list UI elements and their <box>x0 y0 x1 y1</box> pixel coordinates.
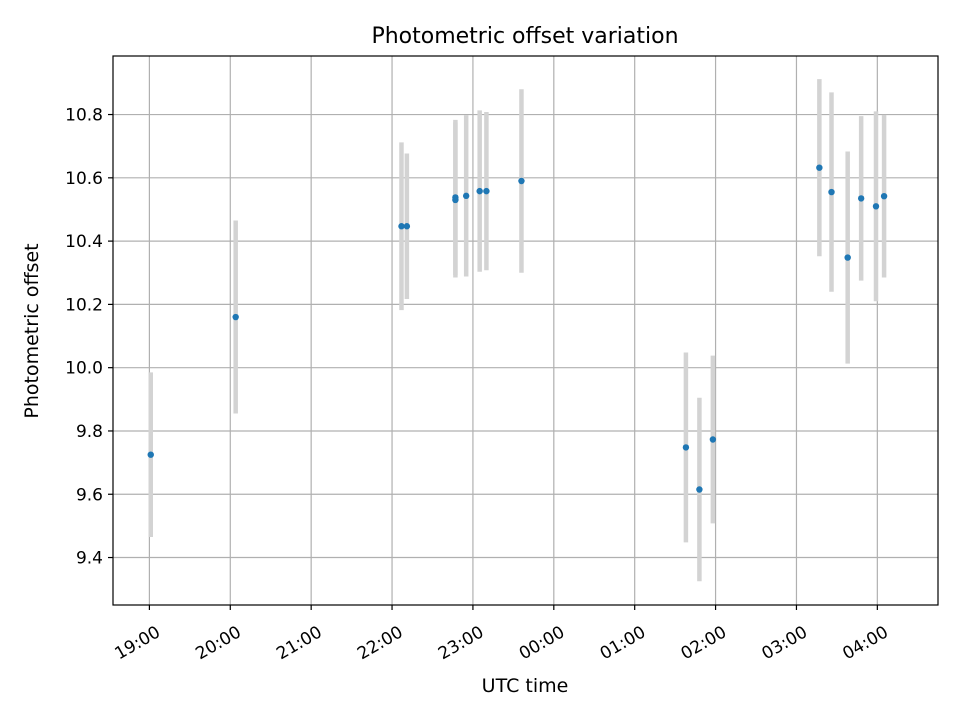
data-point <box>476 187 483 195</box>
x-tick-label: 03:00 <box>759 622 811 664</box>
data-point <box>682 444 690 451</box>
y-tick-label: 10.6 <box>65 169 103 189</box>
data-point <box>398 223 405 230</box>
data-point <box>462 192 470 200</box>
x-tick-label: 01:00 <box>597 622 649 664</box>
data-point <box>696 486 703 493</box>
y-tick-label: 9.4 <box>76 549 103 569</box>
error-bars <box>148 79 887 582</box>
x-tick-label: 20:00 <box>192 622 244 664</box>
x-tick-label: 22:00 <box>354 622 406 664</box>
x-axis-label: UTC time <box>482 675 569 697</box>
data-point <box>816 164 823 171</box>
data-point <box>452 194 459 201</box>
x-tick-label: 21:00 <box>273 622 325 664</box>
chart-title: Photometric offset variation <box>371 24 678 49</box>
grid <box>113 56 938 605</box>
data-point <box>857 195 865 202</box>
y-tick-label: 10.8 <box>65 106 103 126</box>
y-tick-label: 10.2 <box>65 295 103 315</box>
data-point <box>844 254 851 261</box>
data-point <box>232 313 239 321</box>
data-point <box>403 223 411 230</box>
x-tick-label: 19:00 <box>111 622 163 664</box>
data-point <box>872 203 880 210</box>
data-point <box>828 188 835 196</box>
x-tick-label: 02:00 <box>678 622 730 664</box>
y-axis-label: Photometric offset <box>21 243 43 418</box>
plot-frame <box>112 55 939 606</box>
y-tick-label: 10.4 <box>65 232 103 252</box>
data-point <box>518 177 525 185</box>
y-tick-label: 10.0 <box>65 359 103 379</box>
data-point <box>709 436 717 443</box>
x-tick-label: 00:00 <box>516 622 568 664</box>
x-tick-label: 04:00 <box>839 622 891 664</box>
data-point <box>483 187 490 195</box>
x-tick-label: 23:00 <box>435 622 487 664</box>
data-point <box>147 451 154 458</box>
y-tick-label: 9.6 <box>76 485 103 505</box>
y-tick-label: 9.8 <box>76 422 103 442</box>
data-points <box>147 164 888 493</box>
data-point <box>880 192 888 200</box>
